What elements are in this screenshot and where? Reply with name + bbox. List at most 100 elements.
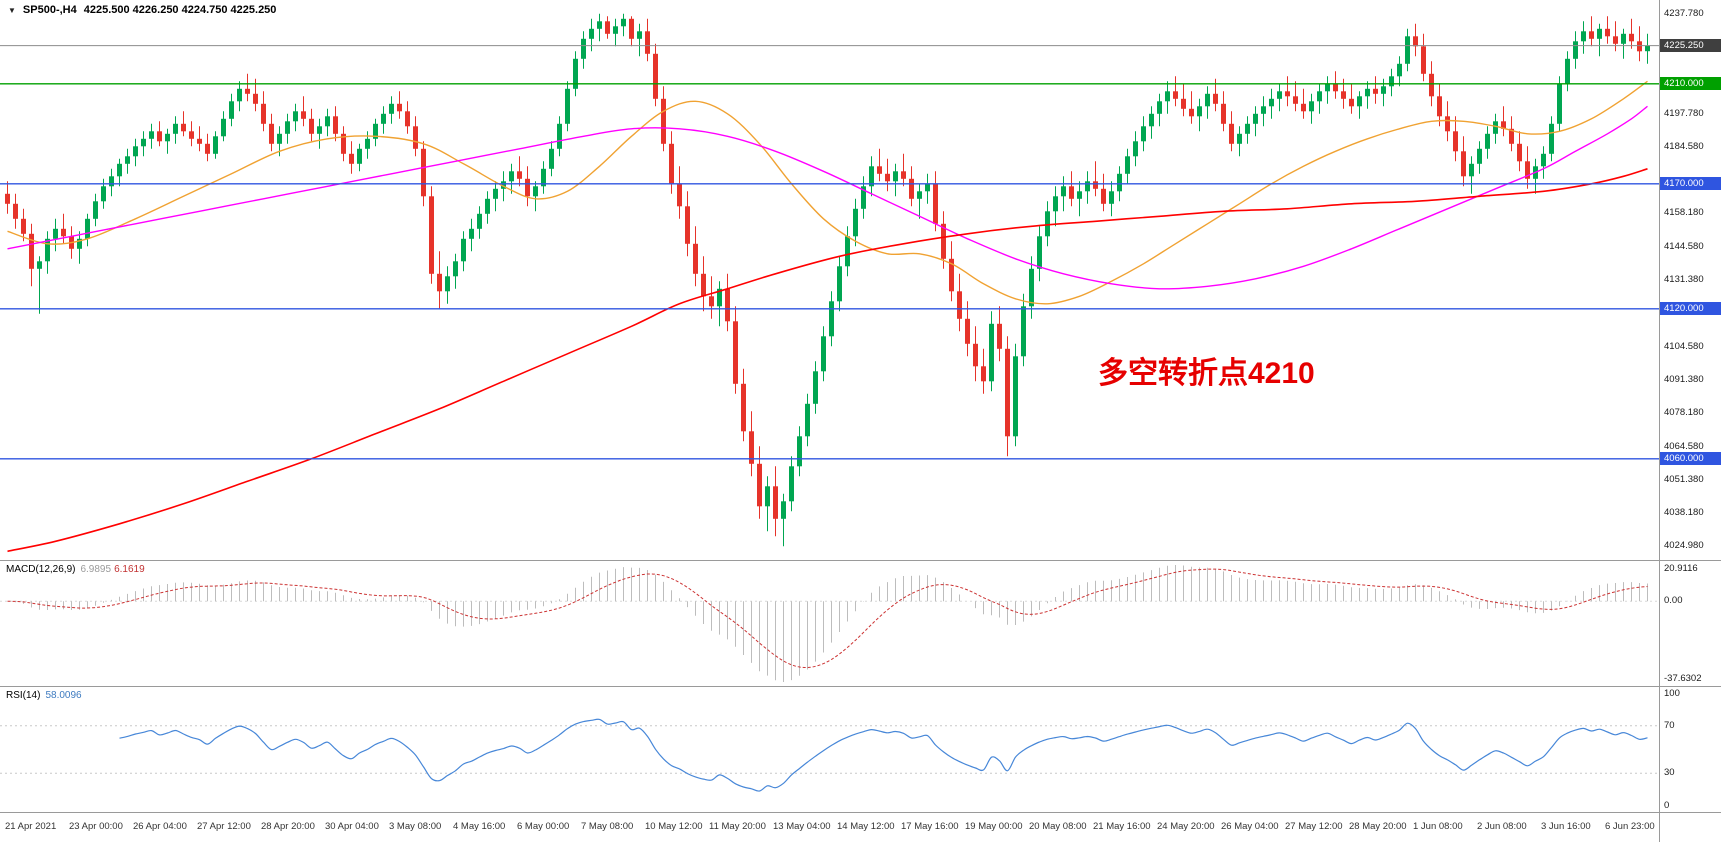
candle[interactable] [669, 143, 674, 184]
candle[interactable] [709, 296, 714, 307]
candle[interactable] [1077, 191, 1082, 199]
candle[interactable] [797, 436, 802, 467]
candle[interactable] [197, 138, 202, 144]
ma-mid-magenta[interactable] [7, 105, 1648, 290]
candle[interactable] [173, 123, 178, 134]
candle[interactable] [677, 183, 682, 207]
candle[interactable] [517, 171, 522, 179]
candle[interactable] [917, 191, 922, 199]
candle[interactable] [1501, 121, 1506, 129]
candle[interactable] [157, 131, 162, 142]
candle[interactable] [1453, 131, 1458, 152]
candle[interactable] [357, 148, 362, 164]
candle[interactable] [1061, 186, 1066, 197]
candle[interactable] [1029, 268, 1034, 307]
candle[interactable] [1125, 156, 1130, 174]
candle[interactable] [1253, 113, 1258, 124]
candle[interactable] [1573, 41, 1578, 59]
candle[interactable] [957, 291, 962, 319]
candle[interactable] [1165, 91, 1170, 102]
candle[interactable] [621, 18, 626, 27]
candle[interactable] [493, 188, 498, 199]
candle[interactable] [989, 323, 994, 382]
candle[interactable] [701, 273, 706, 297]
candle[interactable] [1645, 45, 1650, 52]
candle[interactable] [261, 103, 266, 124]
annotation-text[interactable]: 多空转折点4210 [1098, 357, 1315, 390]
candle[interactable] [341, 133, 346, 154]
candle[interactable] [5, 193, 10, 204]
candle[interactable] [301, 111, 306, 119]
candle[interactable] [813, 371, 818, 404]
candle[interactable] [1285, 91, 1290, 97]
candle[interactable] [1101, 188, 1106, 204]
candle[interactable] [37, 261, 42, 269]
candle[interactable] [1037, 236, 1042, 269]
candle[interactable] [1605, 28, 1610, 37]
price-chart-canvas[interactable] [0, 0, 1659, 560]
candle[interactable] [805, 403, 810, 437]
candle[interactable] [613, 26, 618, 34]
candle[interactable] [1397, 63, 1402, 77]
candle[interactable] [605, 21, 610, 34]
candle[interactable] [421, 148, 426, 197]
candle[interactable] [485, 198, 490, 214]
candle[interactable] [277, 133, 282, 144]
candle[interactable] [1461, 151, 1466, 177]
candle[interactable] [765, 486, 770, 507]
candle[interactable] [1213, 93, 1218, 104]
candle[interactable] [885, 173, 890, 182]
candle[interactable] [333, 116, 338, 134]
candle[interactable] [437, 273, 442, 292]
candle[interactable] [221, 118, 226, 137]
candle[interactable] [325, 116, 330, 127]
candle[interactable] [1333, 83, 1338, 92]
candle[interactable] [349, 153, 354, 164]
candle[interactable] [565, 88, 570, 124]
candle[interactable] [501, 181, 506, 189]
candle[interactable] [1637, 41, 1642, 52]
candle[interactable] [445, 276, 450, 292]
candle[interactable] [661, 98, 666, 144]
candle[interactable] [1325, 83, 1330, 92]
candle[interactable] [1301, 103, 1306, 112]
candle[interactable] [1013, 356, 1018, 437]
candle[interactable] [1565, 58, 1570, 84]
candle[interactable] [773, 486, 778, 519]
candle[interactable] [1141, 126, 1146, 142]
candle[interactable] [597, 21, 602, 29]
candle[interactable] [125, 156, 130, 164]
candle[interactable] [1541, 153, 1546, 167]
rsi-canvas[interactable] [0, 687, 1659, 812]
candle[interactable] [1117, 173, 1122, 192]
candle[interactable] [1269, 98, 1274, 107]
candle[interactable] [637, 31, 642, 39]
candle[interactable] [1437, 96, 1442, 117]
candle[interactable] [1357, 96, 1362, 107]
candle[interactable] [1509, 128, 1514, 144]
candle[interactable] [1229, 123, 1234, 144]
price-axis[interactable]: 4237.780 4225.250 4210.000 4197.780 4184.580… [1659, 0, 1721, 560]
candle[interactable] [293, 111, 298, 122]
candle[interactable] [253, 93, 258, 104]
candle[interactable] [245, 88, 250, 94]
candle[interactable] [1189, 108, 1194, 117]
candle[interactable] [1045, 211, 1050, 237]
candle[interactable] [413, 126, 418, 149]
candle[interactable] [189, 131, 194, 139]
candle[interactable] [1053, 196, 1058, 212]
candle[interactable] [981, 366, 986, 382]
candle[interactable] [1237, 133, 1242, 144]
candle[interactable] [693, 243, 698, 274]
candle[interactable] [93, 201, 98, 219]
candle[interactable] [1197, 106, 1202, 117]
candle[interactable] [397, 103, 402, 112]
candle[interactable] [509, 171, 514, 182]
candle[interactable] [389, 103, 394, 114]
candle[interactable] [1069, 186, 1074, 199]
candle[interactable] [1317, 91, 1322, 102]
candle[interactable] [53, 228, 58, 239]
candle[interactable] [1413, 36, 1418, 47]
candle[interactable] [309, 118, 314, 134]
candle[interactable] [717, 288, 722, 307]
